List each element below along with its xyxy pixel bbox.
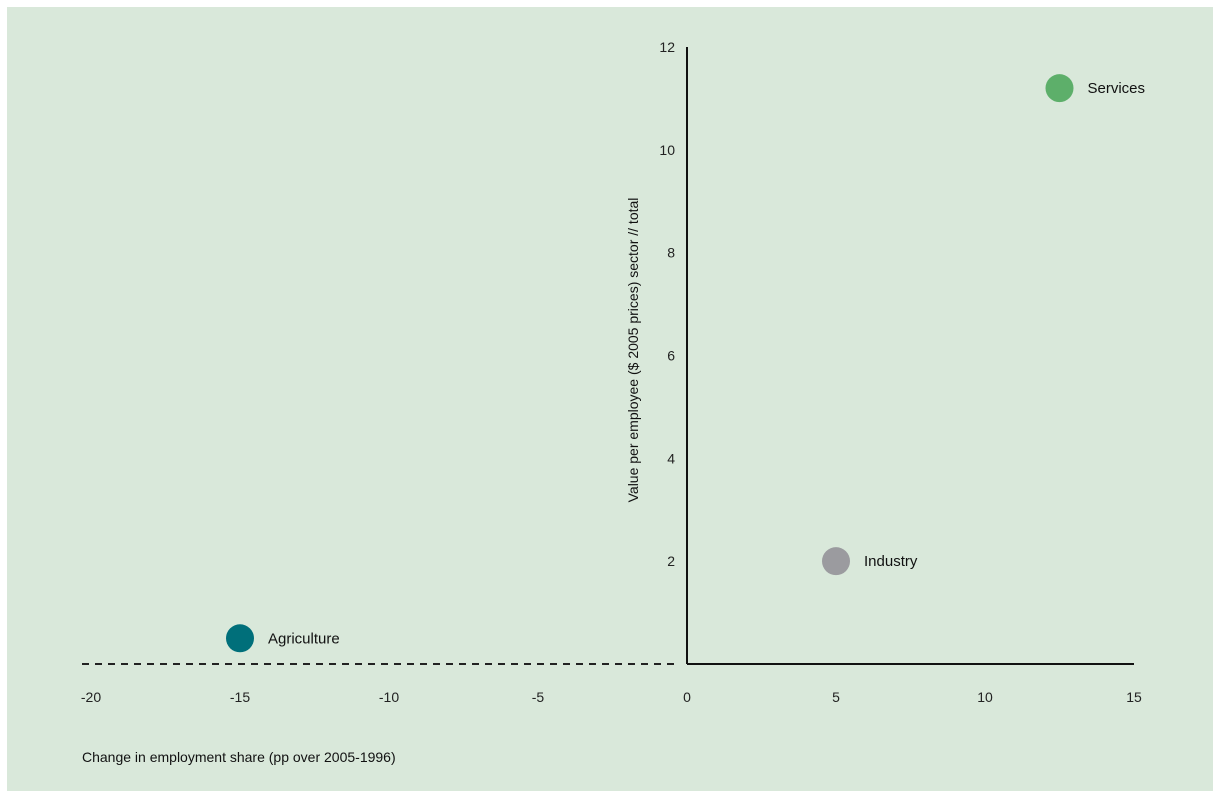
x-axis-title: Change in employment share (pp over 2005… bbox=[82, 749, 396, 765]
y-axis-title: Value per employee ($ 2005 prices) secto… bbox=[625, 198, 641, 503]
point-label-agriculture: Agriculture bbox=[268, 630, 340, 647]
axes bbox=[82, 47, 1134, 665]
y-tick-label: 6 bbox=[667, 348, 675, 364]
x-tick-label: -5 bbox=[532, 689, 545, 705]
data-point-industry bbox=[822, 547, 850, 576]
y-tick-label: 8 bbox=[667, 245, 675, 261]
data-points: Agriculture Industry Services bbox=[226, 74, 1146, 653]
y-tick-label: 4 bbox=[667, 450, 675, 466]
x-tick-label: 15 bbox=[1126, 689, 1142, 705]
chart-panel bbox=[7, 7, 1213, 791]
point-label-industry: Industry bbox=[864, 553, 918, 570]
y-tick-label: 10 bbox=[659, 142, 675, 158]
point-label-services: Services bbox=[1088, 80, 1146, 97]
x-tick-label: 10 bbox=[977, 689, 993, 705]
x-tick-label: -10 bbox=[379, 689, 399, 705]
x-tick-label: -20 bbox=[81, 689, 101, 705]
data-point-agriculture bbox=[226, 624, 254, 653]
x-tick-label: 0 bbox=[683, 689, 691, 705]
tick-labels: -20 -15 -10 -5 0 5 10 15 2 4 6 8 10 12 bbox=[81, 39, 1142, 705]
data-point-services bbox=[1045, 74, 1074, 103]
y-tick-label: 2 bbox=[667, 553, 675, 569]
x-tick-label: -15 bbox=[230, 689, 250, 705]
y-tick-label: 12 bbox=[659, 39, 675, 55]
x-tick-label: 5 bbox=[832, 689, 840, 705]
